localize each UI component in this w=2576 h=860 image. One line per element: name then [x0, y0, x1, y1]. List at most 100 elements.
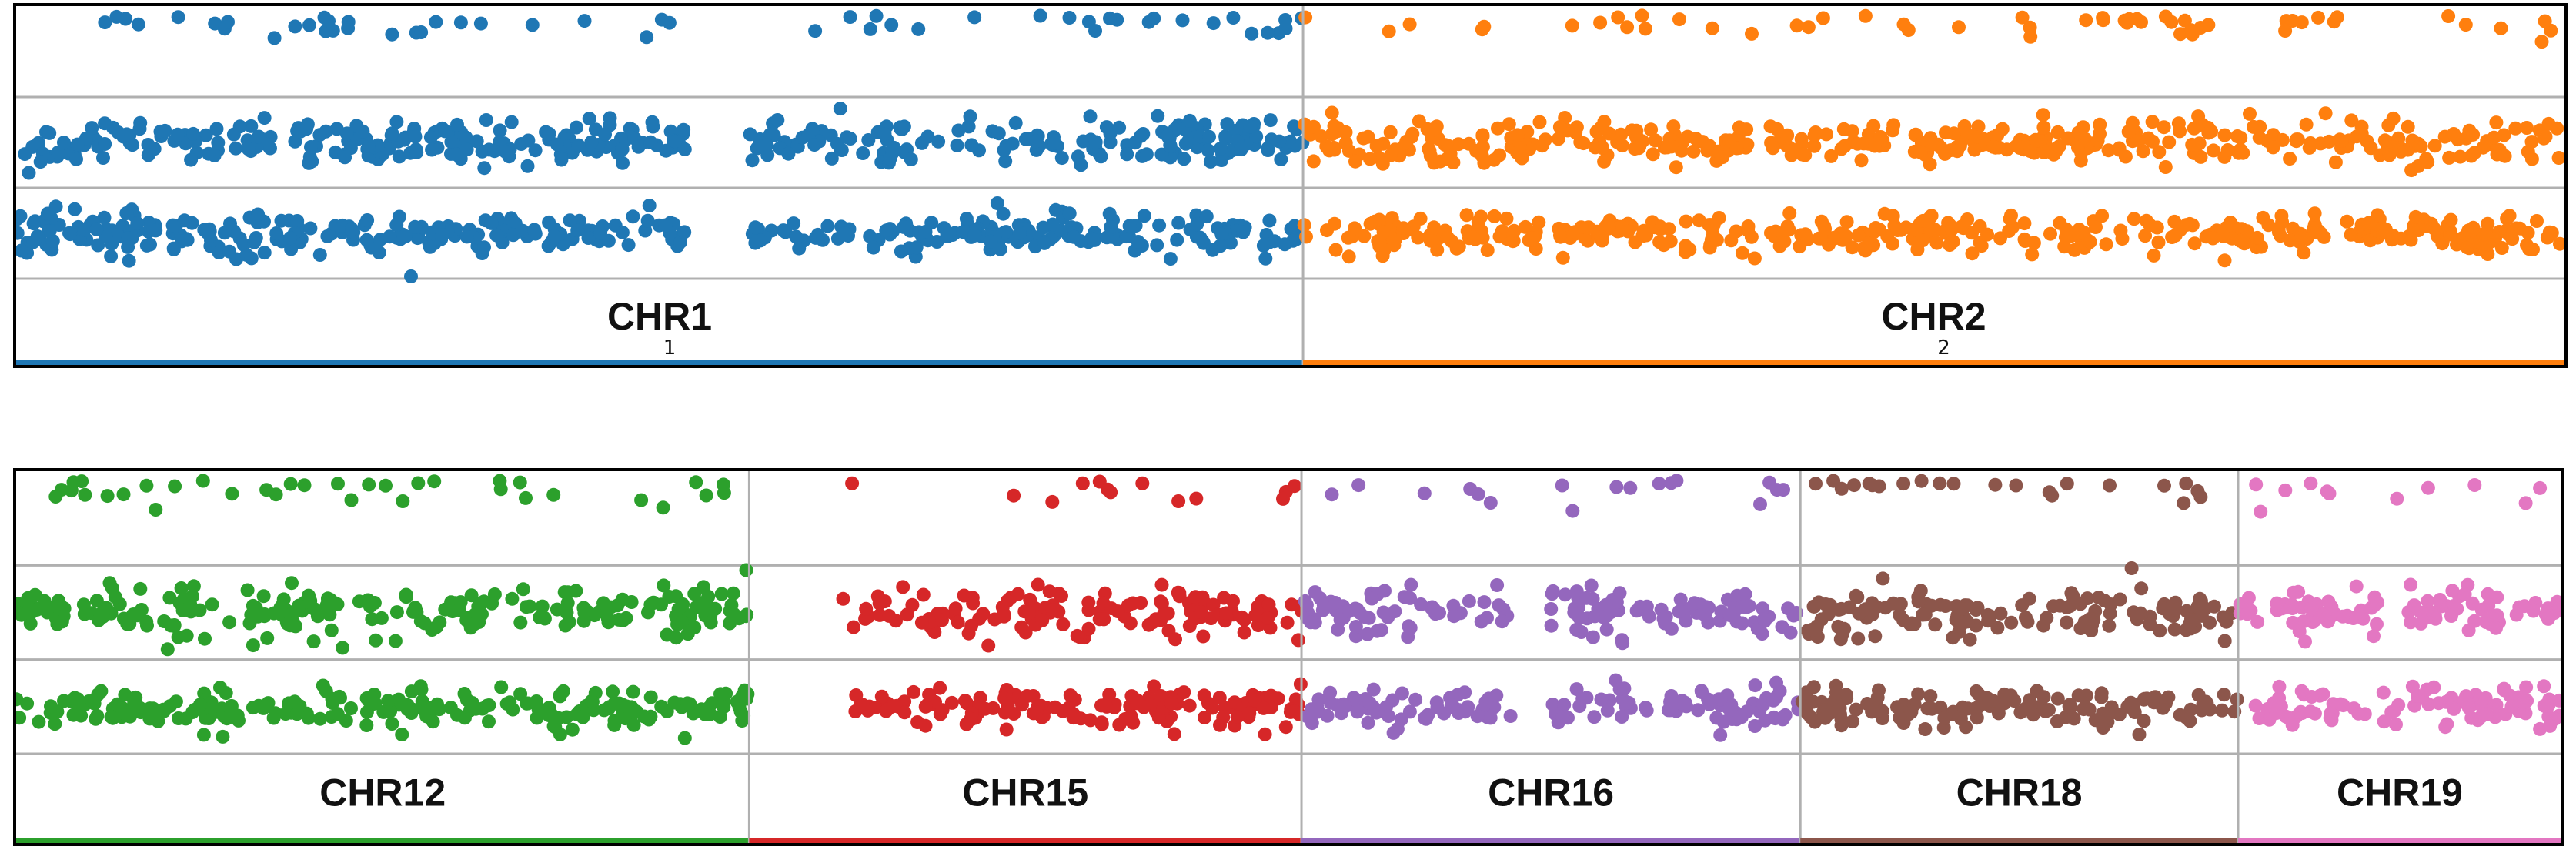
data-point [2479, 707, 2494, 721]
data-point [1363, 216, 1378, 231]
data-point [1599, 609, 1614, 624]
data-point [2457, 587, 2472, 601]
data-point [2427, 609, 2442, 624]
data-point [1366, 682, 1381, 697]
data-point [1474, 209, 1488, 224]
data-point [1218, 129, 1233, 144]
data-point [1756, 612, 1771, 627]
data-point [336, 641, 350, 655]
data-point [2134, 581, 2149, 596]
data-point [950, 138, 964, 152]
data-point [1198, 711, 1211, 724]
data-point [186, 126, 201, 141]
data-point [1687, 596, 1702, 611]
data-point [2404, 615, 2418, 630]
data-point [1905, 616, 1919, 631]
data-point [1402, 704, 1417, 719]
data-point [570, 223, 585, 238]
data-point [2370, 617, 2384, 631]
data-point [717, 486, 731, 500]
data-point [1865, 596, 1879, 611]
data-point [2407, 598, 2421, 613]
data-point [184, 152, 199, 167]
data-point [792, 241, 807, 256]
data-point [571, 138, 586, 152]
data-point [2254, 504, 2268, 519]
data-point [52, 594, 66, 608]
data-point [30, 229, 45, 243]
data-point [1890, 700, 1904, 714]
data-point [542, 701, 556, 715]
data-point [1544, 602, 1559, 616]
data-point [667, 695, 682, 710]
data-point [186, 579, 201, 594]
data-point [626, 684, 640, 699]
data-point [1316, 597, 1331, 612]
data-point [1430, 700, 1445, 714]
data-point [1274, 152, 1288, 166]
data-point [1285, 597, 1299, 612]
data-point [1402, 17, 1417, 32]
data-point [1893, 711, 1907, 725]
data-point [2078, 700, 2093, 714]
data-point [359, 233, 374, 247]
data-point [452, 603, 466, 617]
data-point [48, 717, 62, 731]
data-point [260, 631, 275, 645]
data-point [671, 602, 686, 617]
data-point [576, 614, 591, 628]
data-point [1361, 129, 1375, 144]
data-point [2524, 135, 2539, 149]
data-point [2321, 594, 2336, 609]
data-point [2177, 496, 2191, 510]
data-point [576, 710, 590, 724]
data-point [2354, 126, 2369, 141]
data-point [1376, 605, 1391, 620]
data-point [976, 607, 991, 621]
data-point [1938, 599, 1953, 613]
data-point [598, 127, 612, 142]
data-point [1669, 160, 1683, 175]
data-point [1748, 719, 1762, 733]
data-point [2476, 140, 2491, 155]
data-point [600, 611, 615, 625]
data-point [1544, 618, 1559, 633]
data-point [2494, 21, 2508, 35]
data-point [1716, 150, 1729, 165]
data-point [1924, 598, 1939, 613]
data-point [1333, 613, 1348, 627]
data-point [2367, 629, 2381, 644]
data-point [1904, 704, 1919, 719]
data-point [1770, 122, 1784, 136]
data-point [2451, 132, 2465, 147]
chromosome-label: CHR19 [2337, 771, 2463, 815]
data-point [2058, 230, 2073, 245]
data-point [948, 601, 963, 616]
data-point [2201, 18, 2216, 32]
data-point [1691, 703, 1706, 718]
data-point [535, 599, 550, 614]
data-point [316, 678, 330, 693]
data-point [63, 227, 78, 242]
data-point [1667, 696, 1682, 711]
data-point [1258, 251, 1273, 266]
data-point [1611, 10, 1625, 25]
data-point [2019, 701, 2033, 715]
data-point [521, 133, 536, 148]
data-point [643, 690, 658, 704]
data-point [1960, 212, 1975, 226]
data-point [1946, 477, 1961, 491]
data-point [2243, 106, 2257, 121]
data-point [1325, 487, 1339, 502]
data-point [2132, 133, 2147, 148]
data-point [997, 607, 1011, 621]
data-point [2351, 706, 2366, 721]
data-point [1893, 597, 1908, 611]
data-point [863, 22, 877, 36]
data-point [283, 231, 298, 246]
data-point [897, 219, 911, 234]
data-point [2050, 125, 2065, 139]
data-point [1609, 480, 1624, 494]
data-point [149, 223, 163, 238]
data-point [1801, 20, 1816, 35]
